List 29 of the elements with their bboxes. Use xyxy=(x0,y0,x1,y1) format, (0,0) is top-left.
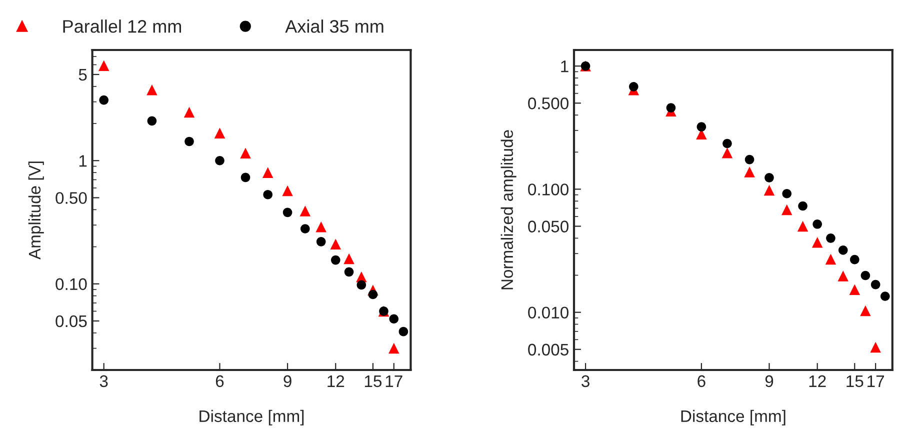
x-tick-label: 9 xyxy=(284,375,292,388)
y-tick-label: 0.100 xyxy=(528,184,568,196)
x-tick-label: 3 xyxy=(582,375,590,388)
x-axis-title: Distance [mm] xyxy=(200,410,304,426)
x-tick-label: 9 xyxy=(765,375,774,388)
x-tick-label: 15 xyxy=(846,375,864,388)
x-tick-label: 12 xyxy=(328,375,344,387)
y-tick-label: 0.005 xyxy=(528,344,568,356)
x-axis-title: Distance [mm] xyxy=(681,410,786,426)
legend-label: Parallel 12 mm xyxy=(63,20,181,33)
y-tick-label: 0.050 xyxy=(528,220,568,232)
x-tick-label: 6 xyxy=(698,375,706,388)
y-tick-label: 0.50 xyxy=(56,192,87,204)
y-tick-label: 0.500 xyxy=(528,98,568,110)
y-tick-label: 0.10 xyxy=(56,278,87,290)
legend-label: Axial 35 mm xyxy=(285,20,384,33)
x-tick-label: 15 xyxy=(364,375,382,388)
y-axis-title: Amplitude [V] xyxy=(28,162,44,260)
y-tick-label: 5 xyxy=(78,69,87,81)
x-tick-label: 17 xyxy=(868,375,884,387)
y-tick-label: 1 xyxy=(561,60,568,72)
x-tick-label: 12 xyxy=(809,375,826,387)
x-tick-label: 6 xyxy=(216,375,224,388)
y-axis-title: Normalized amplitude xyxy=(500,130,516,290)
y-tick-label: 0.05 xyxy=(56,315,87,328)
y-tick-label: 1 xyxy=(79,155,87,167)
x-tick-label: 17 xyxy=(386,375,402,387)
y-tick-label: 0.010 xyxy=(528,306,568,319)
x-tick-label: 3 xyxy=(100,375,108,388)
